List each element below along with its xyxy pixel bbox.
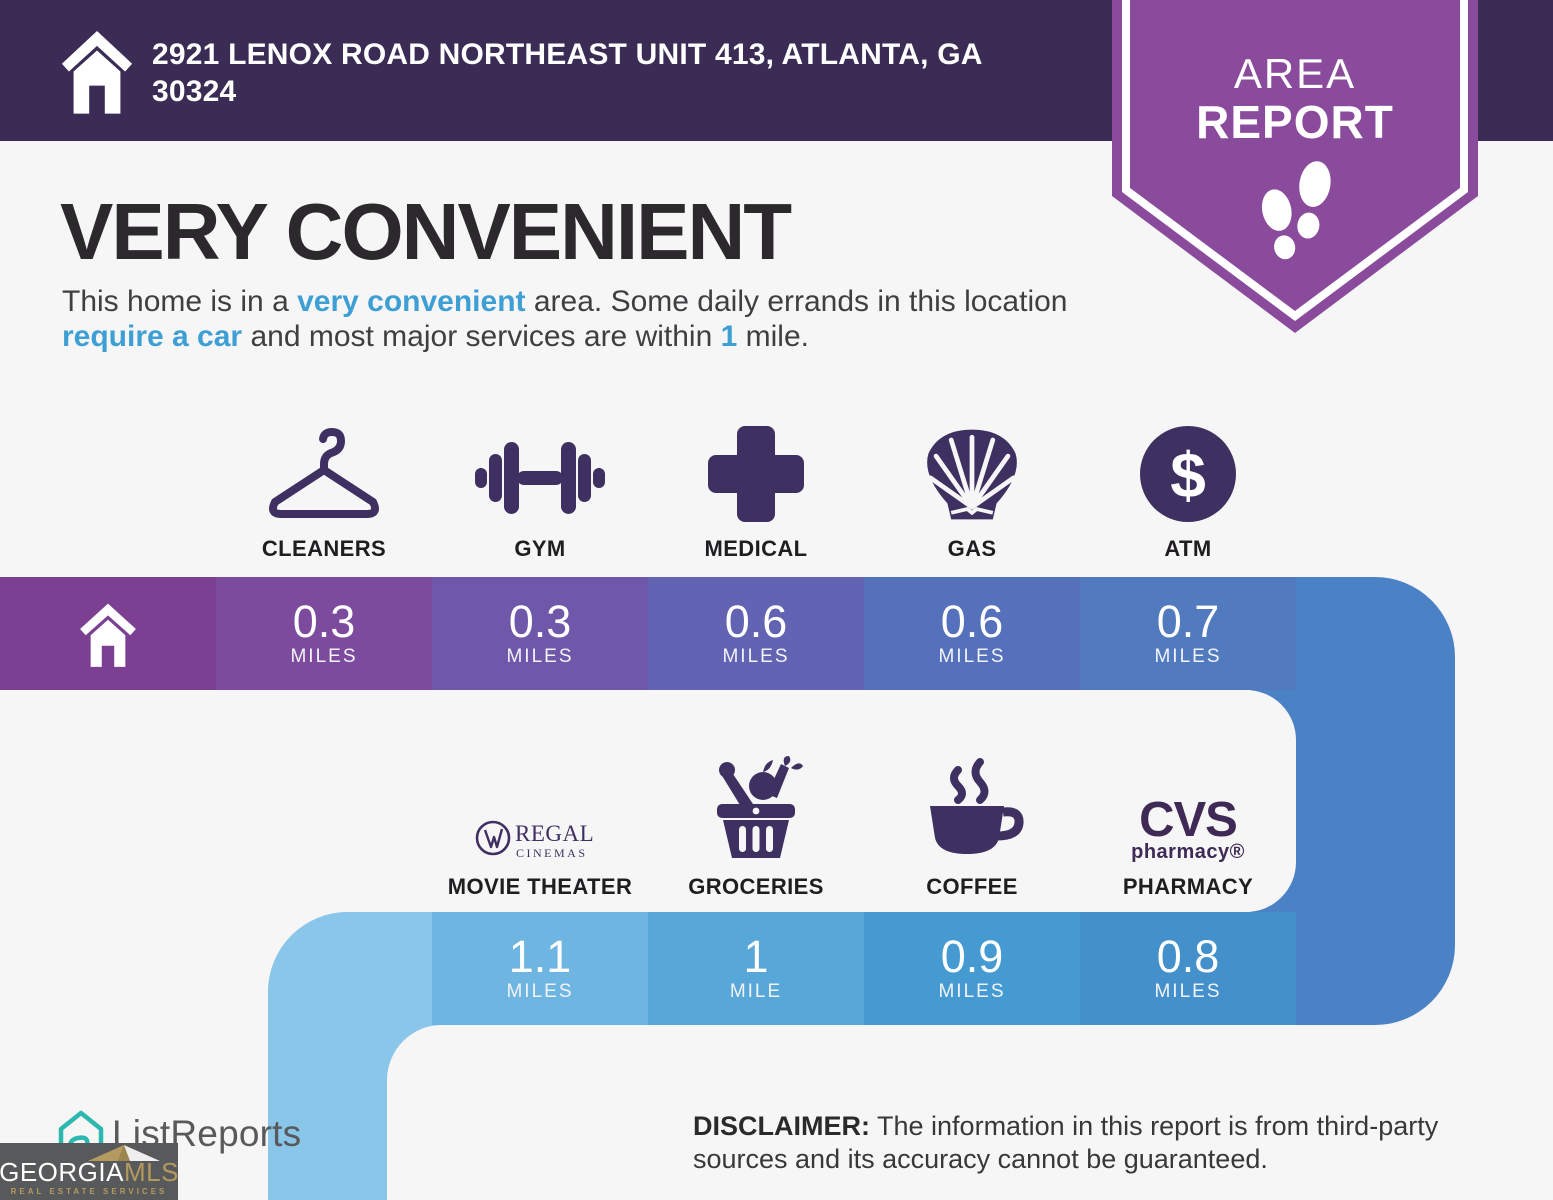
listreports-logo: ListReports: [58, 1110, 301, 1158]
distance-band-bottom: 1.1 MILES 1 MILE 0.9 MILES 0.8 MILES: [268, 912, 1296, 1025]
disclaimer-text: DISCLAIMER: The information in this repo…: [693, 1111, 1439, 1174]
badge-area-label: AREA: [1233, 50, 1357, 97]
cvs-pharmacy-logo: CVS pharmacy®: [1131, 793, 1245, 863]
shell-icon: [927, 429, 1017, 520]
hanger-icon: [269, 428, 379, 518]
distance-cell-medical: 0.6 MILES: [648, 577, 864, 690]
distance-cell-gas: 0.6 MILES: [864, 577, 1080, 690]
place-label: MEDICAL: [704, 536, 808, 561]
place-label: COFFEE: [926, 874, 1018, 899]
distance-cell-gym: 0.3 MILES: [432, 577, 648, 690]
route-turn-cell: [268, 912, 432, 1025]
page-title: VERY CONVENIENT: [60, 187, 792, 276]
mls-georgia-text: GEORGIA: [0, 1157, 124, 1187]
mls-tagline: REAL ESTATE SERVICES: [10, 1187, 168, 1196]
distance-cell-atm: 0.7 MILES: [1080, 577, 1296, 690]
svg-text:REGAL: REGAL: [515, 821, 594, 846]
home-icon: [61, 31, 133, 114]
place-pharmacy: CVS pharmacy® PHARMACY: [1080, 752, 1296, 900]
place-movie-theater: REGAL CINEMAS MOVIE THEATER: [432, 752, 648, 900]
grocery-basket-icon: [717, 756, 803, 858]
place-label: CLEANERS: [261, 536, 387, 561]
place-atm: $ ATM: [1080, 412, 1296, 562]
mls-mls-text: MLS: [123, 1157, 179, 1187]
medical-cross-icon: [708, 426, 804, 522]
place-groceries: GROCERIES: [648, 752, 864, 900]
distance-cell-groceries: 1 MILE: [648, 912, 864, 1025]
place-coffee: COFFEE: [864, 752, 1080, 900]
mls-roof-icon: [88, 1145, 160, 1161]
area-report-badge: AREA REPORT: [1112, 0, 1478, 336]
svg-text:$: $: [1170, 439, 1206, 511]
home-icon: [80, 603, 136, 667]
place-label: GYM: [514, 536, 566, 561]
middle-content-card: [0, 690, 1296, 912]
disclaimer-label: DISCLAIMER:: [693, 1111, 870, 1141]
route-home-cell: [0, 577, 216, 690]
place-gas: GAS: [864, 412, 1080, 562]
badge-report-label: REPORT: [1196, 96, 1394, 148]
intro-text: This home is in a very convenient area. …: [62, 285, 1068, 353]
place-medical: MEDICAL: [648, 412, 864, 562]
distance-cell-coffee: 0.9 MILES: [864, 912, 1080, 1025]
georgia-mls-logo: GEORGIAMLS REAL ESTATE SERVICES: [0, 1143, 178, 1200]
svg-text:CINEMAS: CINEMAS: [516, 846, 588, 860]
place-label: MOVIE THEATER: [447, 874, 633, 899]
regal-cinemas-logo: REGAL CINEMAS: [475, 820, 594, 860]
dumbbell-icon: [475, 442, 605, 514]
coffee-cup-icon: [930, 758, 1024, 854]
footer-content-card: [387, 1025, 1553, 1200]
place-label: GAS: [947, 536, 997, 561]
footprints-icon: [1261, 161, 1331, 260]
place-gym: GYM: [432, 412, 648, 562]
place-label: PHARMACY: [1122, 874, 1254, 899]
dollar-circle-icon: $: [1140, 426, 1236, 522]
place-label: ATM: [1164, 536, 1212, 561]
place-label: GROCERIES: [688, 874, 824, 899]
distance-cell-movie-theater: 1.1 MILES: [432, 912, 648, 1025]
place-cleaners: CLEANERS: [216, 412, 432, 562]
property-address: 2921 LENOX ROAD NORTHEAST UNIT 413, ATLA…: [152, 38, 982, 108]
distance-band-top: 0.3 MILES 0.3 MILES 0.6 MILES 0.6 MILES 0.7 M…: [0, 577, 1296, 690]
distance-cell-pharmacy: 0.8 MILES: [1080, 912, 1296, 1025]
distance-cell-cleaners: 0.3 MILES: [216, 577, 432, 690]
